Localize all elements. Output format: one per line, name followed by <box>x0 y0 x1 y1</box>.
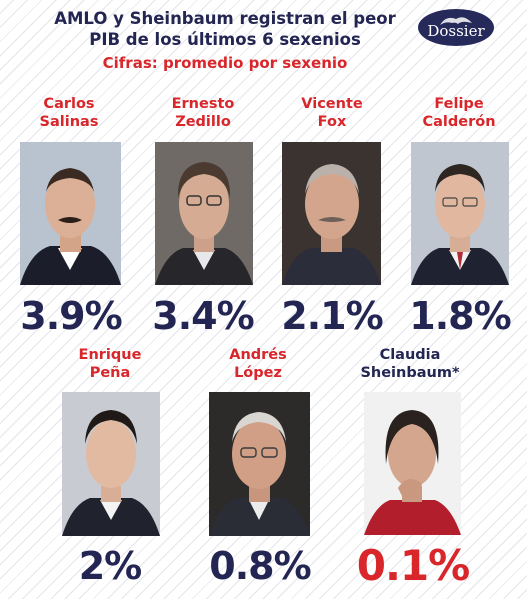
page-subtitle: Cifras: promedio por sexenio <box>102 54 348 72</box>
portrait-photo <box>62 392 160 536</box>
president-name: Andrés López <box>229 347 287 381</box>
portrait-photo <box>364 392 461 535</box>
president-name: Felipe Calderón <box>422 96 496 130</box>
portrait-photo <box>411 142 509 285</box>
logo-text: Dossier <box>427 22 485 40</box>
dossier-logo: Dossier <box>418 9 494 46</box>
president-name: Enrique Peña <box>78 347 142 381</box>
gdp-value-label: 0.8% <box>209 544 311 588</box>
portrait-photo <box>20 142 121 285</box>
page-title: AMLO y Sheinbaum registran el peor PIB d… <box>54 9 396 49</box>
president-name: Ernesto Zedillo <box>171 96 235 130</box>
portrait-photo <box>209 392 310 536</box>
gdp-value-label-highlight: 0.1% <box>356 541 470 590</box>
president-name: Claudia Sheinbaum* <box>360 347 460 381</box>
portrait-photo <box>282 142 381 285</box>
gdp-value-label: 1.8% <box>409 294 511 338</box>
president-name: Vicente Fox <box>301 96 363 130</box>
gdp-value-label: 3.4% <box>152 294 254 338</box>
gdp-value-label: 2% <box>78 544 143 588</box>
president-name: Carlos Salinas <box>39 96 99 130</box>
gdp-value-label: 2.1% <box>281 294 383 338</box>
portrait-photo <box>155 142 253 285</box>
eagle-icon <box>440 17 472 25</box>
gdp-value-label: 3.9% <box>20 294 122 338</box>
